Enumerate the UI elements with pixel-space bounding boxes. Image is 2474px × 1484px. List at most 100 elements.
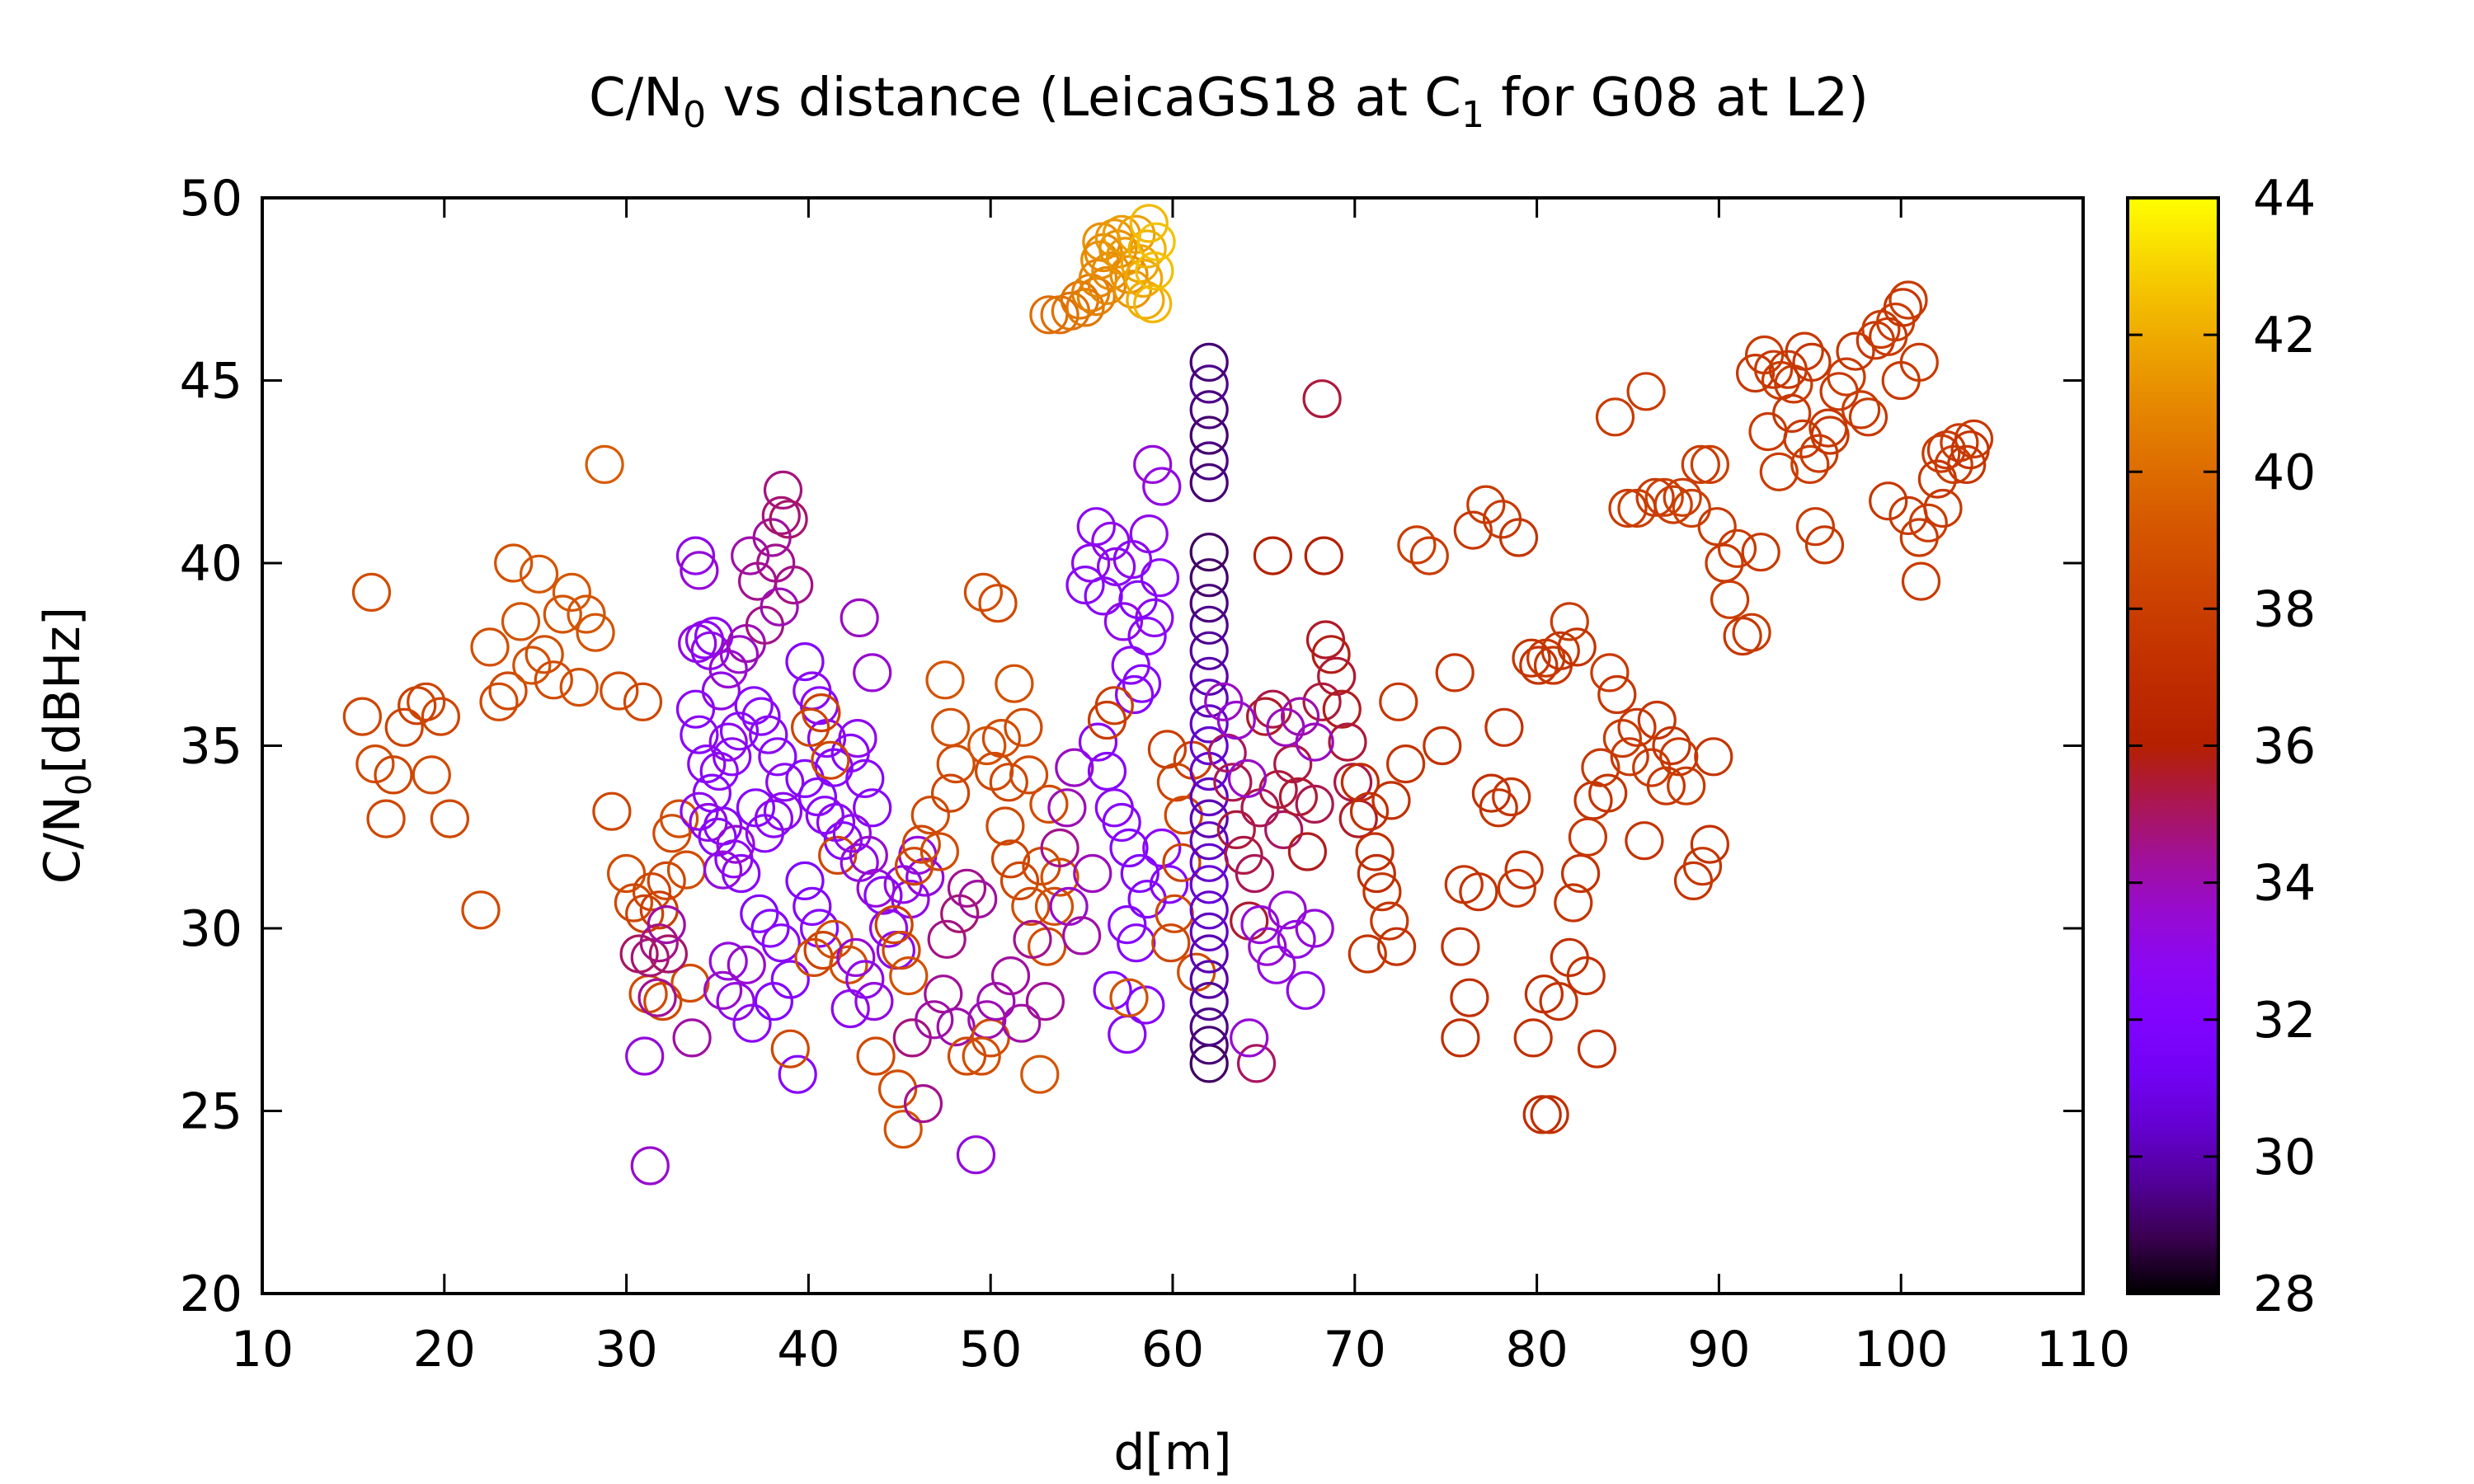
data-point xyxy=(1126,985,1165,1025)
data-point xyxy=(962,1036,1001,1076)
data-point xyxy=(567,594,606,634)
data-point xyxy=(754,799,794,838)
data-point xyxy=(1189,441,1229,481)
data-point xyxy=(1091,521,1131,561)
data-point xyxy=(1189,726,1229,766)
data-point xyxy=(366,799,406,838)
data-point xyxy=(910,796,950,835)
data-point xyxy=(845,758,885,799)
data-point xyxy=(1328,722,1367,762)
data-point xyxy=(1127,229,1167,269)
data-point xyxy=(1248,927,1287,966)
ylabel-main: C/N xyxy=(34,796,92,884)
data-point xyxy=(1124,258,1164,298)
data-point xyxy=(1540,631,1580,670)
y-tick-label: 30 xyxy=(180,900,242,958)
data-point xyxy=(840,598,879,638)
data-point xyxy=(1240,904,1280,945)
data-point xyxy=(1253,536,1293,575)
data-point xyxy=(614,883,654,923)
data-point xyxy=(675,689,716,729)
y-tick-label: 35 xyxy=(180,718,242,776)
data-point xyxy=(1635,477,1675,517)
data-point xyxy=(1524,974,1564,1014)
data-point xyxy=(1774,364,1813,404)
data-point xyxy=(778,1054,817,1094)
colorbar-tick-label: 30 xyxy=(2253,1129,2316,1186)
data-point xyxy=(1804,525,1845,565)
data-point xyxy=(854,981,894,1021)
data-point xyxy=(1799,434,1839,473)
x-tick-label: 80 xyxy=(1505,1321,1568,1378)
data-point xyxy=(1459,872,1498,912)
data-point xyxy=(1295,784,1334,824)
data-point xyxy=(1810,416,1850,455)
data-point xyxy=(1497,868,1536,908)
data-point xyxy=(713,737,752,777)
data-point xyxy=(430,799,470,838)
data-point xyxy=(927,919,967,959)
data-point xyxy=(1504,850,1544,890)
x-axis-label: d[m] xyxy=(1113,1424,1231,1482)
data-point xyxy=(1189,656,1229,696)
data-point xyxy=(1118,580,1158,619)
y-tick-label: 40 xyxy=(180,535,242,593)
data-point xyxy=(1748,411,1788,452)
data-point xyxy=(978,584,1018,623)
data-point xyxy=(811,740,850,780)
data-point xyxy=(342,697,382,736)
data-point xyxy=(1355,832,1395,871)
data-point xyxy=(985,806,1025,846)
y-tick-label: 20 xyxy=(180,1266,242,1323)
data-point xyxy=(623,682,663,721)
data-point xyxy=(1122,664,1162,703)
data-point xyxy=(1595,397,1635,437)
data-point xyxy=(818,835,858,876)
data-point xyxy=(763,470,803,510)
data-point xyxy=(1047,788,1087,828)
data-point xyxy=(639,923,679,963)
data-point xyxy=(1349,791,1390,831)
data-point xyxy=(1257,945,1296,984)
x-tick-label: 70 xyxy=(1324,1321,1386,1378)
data-point xyxy=(849,835,888,876)
data-point xyxy=(903,1083,943,1124)
data-point xyxy=(1423,726,1462,766)
data-point xyxy=(552,572,592,613)
data-point xyxy=(1189,799,1229,838)
data-point xyxy=(958,879,998,919)
data-point xyxy=(1096,547,1136,587)
data-point xyxy=(863,876,903,915)
data-point xyxy=(708,649,748,689)
data-point xyxy=(716,824,755,864)
data-point xyxy=(630,1146,670,1186)
x-tick-label: 90 xyxy=(1687,1321,1750,1378)
data-point xyxy=(524,635,564,674)
data-point xyxy=(1557,627,1597,667)
data-point xyxy=(384,707,424,747)
data-point xyxy=(680,791,719,831)
data-point xyxy=(1087,751,1127,791)
data-point xyxy=(1409,536,1449,575)
data-point xyxy=(1070,543,1111,583)
data-point xyxy=(770,1029,810,1068)
data-point xyxy=(488,671,528,711)
data-point xyxy=(750,909,790,948)
data-point xyxy=(905,857,945,897)
data-point xyxy=(461,890,501,930)
data-point xyxy=(606,853,647,894)
data-point xyxy=(754,981,794,1021)
data-point xyxy=(1498,518,1539,557)
data-point xyxy=(758,737,797,777)
data-point xyxy=(856,1036,896,1076)
colorbar-tick-label: 28 xyxy=(2253,1266,2316,1323)
data-point xyxy=(1189,679,1229,718)
data-point xyxy=(1142,828,1182,868)
data-point xyxy=(1644,477,1684,517)
data-point xyxy=(708,722,748,762)
data-point xyxy=(838,718,877,758)
y-tick-label: 50 xyxy=(180,170,242,228)
data-point xyxy=(1304,536,1343,575)
data-point xyxy=(1795,507,1835,547)
data-point xyxy=(1055,748,1094,787)
